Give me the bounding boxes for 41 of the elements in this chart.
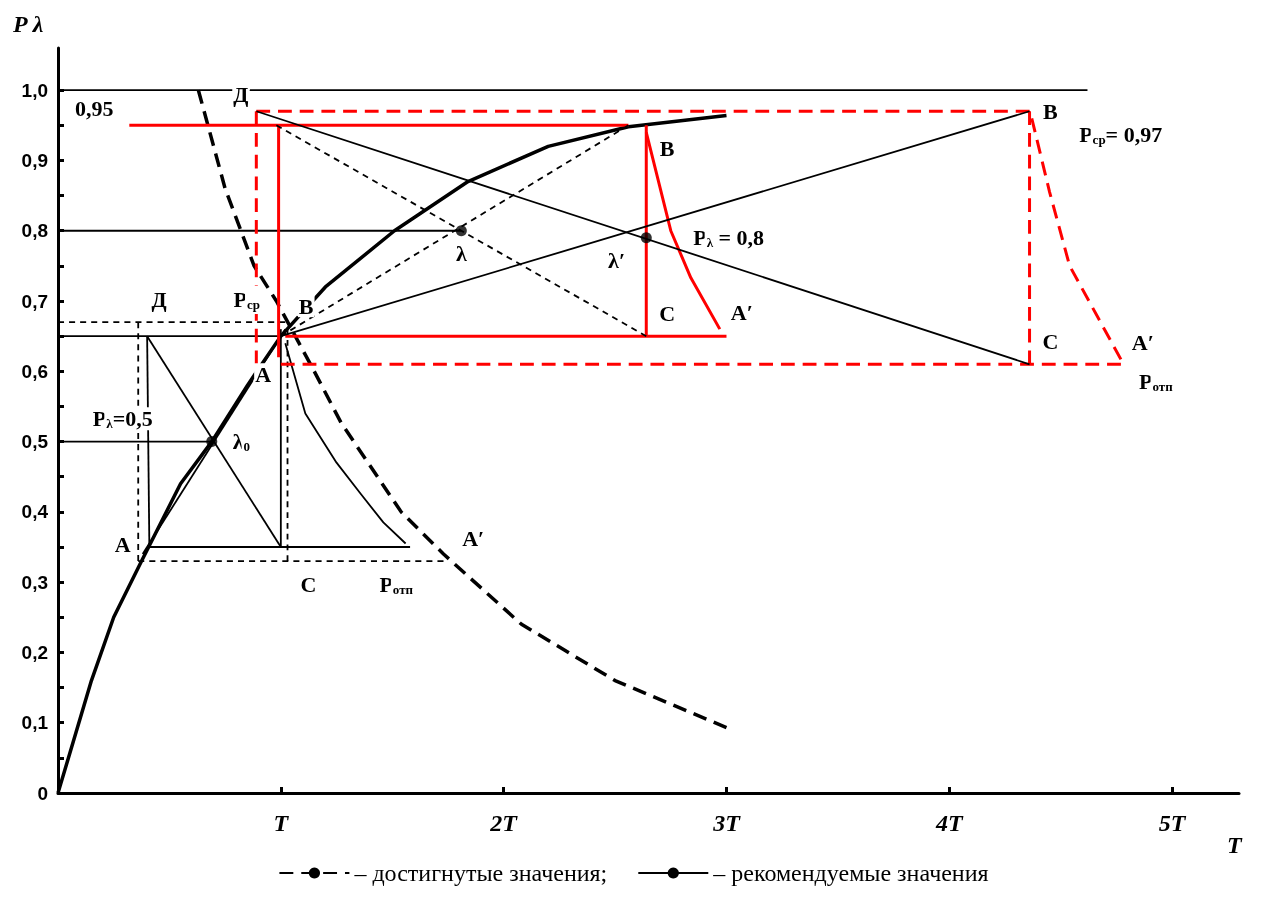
annotation: А′ <box>462 525 485 551</box>
annotation: А <box>114 531 131 557</box>
x-tick-label: 4T <box>934 810 964 836</box>
legend-label: – достигнутые значения; <box>353 860 608 886</box>
annotation: С <box>1042 328 1059 354</box>
x-tick-label: T <box>273 810 290 836</box>
annotation: В <box>659 135 675 161</box>
annotation: Д <box>151 286 167 312</box>
annotation: Pотп <box>1139 368 1174 394</box>
annotation: А <box>255 361 272 387</box>
y-tick-label: 0,4 <box>21 501 49 523</box>
annotation: А′ <box>1131 329 1154 355</box>
y-tick-label: 0,1 <box>21 712 49 734</box>
annotation: С <box>659 300 676 326</box>
annotation: λ′ <box>608 248 626 274</box>
y-tick-label: 0,3 <box>21 571 48 593</box>
annotation: Pср= 0,97 <box>1079 121 1163 147</box>
y-tick-label: 0,8 <box>21 220 48 242</box>
annotation: 0,95 <box>75 95 114 121</box>
annotation: Pλ = 0,8 <box>693 225 765 251</box>
x-tick-label: 3T <box>712 810 742 836</box>
y-tick-label: 0,7 <box>21 290 48 312</box>
legend-label: – рекомендуемые значения <box>712 860 989 886</box>
annotation: Pср <box>233 286 261 312</box>
annotation: В <box>1043 98 1059 124</box>
x-axis-title: T <box>1227 832 1243 858</box>
annotation: А′ <box>730 299 753 325</box>
annotation: В <box>298 293 314 319</box>
x-tick-label: 5T <box>1158 810 1187 836</box>
y-tick-label: 1,0 <box>21 79 48 101</box>
x-tick-label: 2T <box>489 810 519 836</box>
y-axis-title: P λ <box>12 11 44 37</box>
y-tick-label: 0 <box>37 782 48 804</box>
annotation: Pλ=0,5 <box>92 406 153 432</box>
y-tick-label: 0,6 <box>21 360 48 382</box>
annotation: λ <box>455 241 467 267</box>
y-tick-label: 0,2 <box>21 641 48 663</box>
y-tick-label: 0,9 <box>21 149 48 171</box>
y-tick-label: 0,5 <box>21 431 49 453</box>
annotation: С <box>300 571 317 597</box>
annotation: Д <box>233 81 249 107</box>
